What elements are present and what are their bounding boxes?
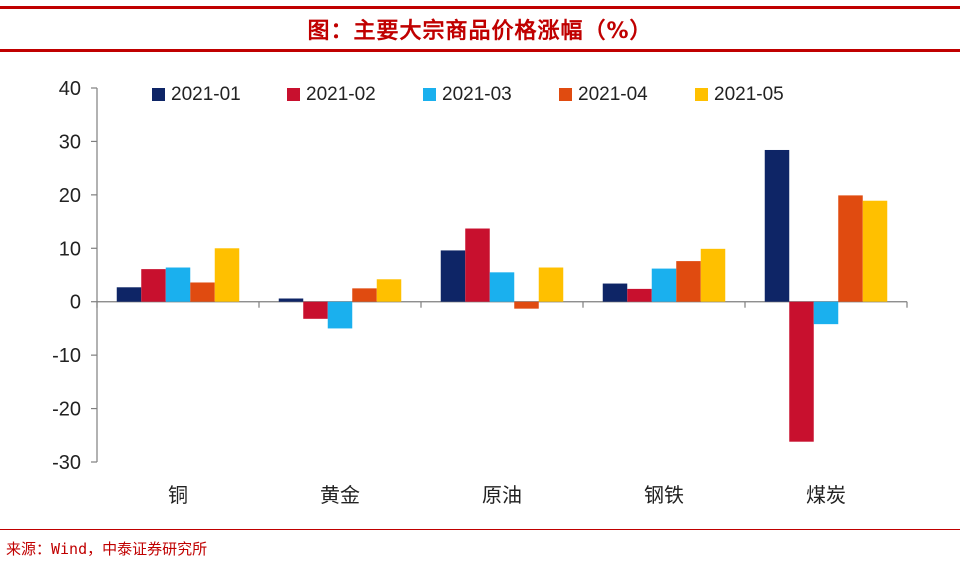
bar-2021-03-3 xyxy=(651,268,677,302)
bar-2021-04-4 xyxy=(838,195,863,302)
bar-2021-05-4 xyxy=(862,200,888,302)
y-tick-label: 30 xyxy=(59,131,81,153)
legend-swatch xyxy=(287,88,300,101)
y-tick-label: 0 xyxy=(70,292,81,314)
bar-2021-01-0 xyxy=(116,287,142,302)
bar-2021-04-2 xyxy=(514,301,539,309)
bar-2021-02-2 xyxy=(465,228,490,302)
source-note: 来源：Wind，中泰证券研究所 xyxy=(6,540,208,558)
y-tick-label: -30 xyxy=(52,452,81,474)
legend-swatch xyxy=(423,88,436,101)
bar-2021-03-4 xyxy=(813,301,839,325)
bar-2021-04-1 xyxy=(352,288,377,302)
category-label: 铜 xyxy=(168,483,188,507)
legend-swatch xyxy=(152,88,165,101)
bar-2021-03-0 xyxy=(165,267,191,302)
bar-2021-02-4 xyxy=(789,301,814,442)
category-label: 原油 xyxy=(482,483,522,507)
y-tick-label: -10 xyxy=(52,345,81,367)
bar-2021-04-0 xyxy=(190,282,215,302)
y-tick-label: -20 xyxy=(52,399,81,421)
bar-2021-05-3 xyxy=(700,248,726,302)
legend-label: 2021-01 xyxy=(171,84,241,105)
source-divider xyxy=(0,529,960,530)
title-bar: 图：主要大宗商品价格涨幅（%） xyxy=(0,6,960,52)
bar-2021-01-1 xyxy=(278,298,304,302)
category-label: 煤炭 xyxy=(806,483,846,507)
legend-label: 2021-03 xyxy=(442,84,512,105)
bar-2021-01-4 xyxy=(764,149,790,302)
bar-2021-01-2 xyxy=(440,250,466,302)
bar-2021-02-0 xyxy=(141,269,166,302)
category-label: 黄金 xyxy=(320,483,360,507)
bar-2021-02-3 xyxy=(627,288,652,302)
y-tick-label: 40 xyxy=(59,78,81,100)
bar-2021-05-1 xyxy=(376,279,402,302)
chart-title: 图：主要大宗商品价格涨幅（%） xyxy=(307,19,653,44)
legend-label: 2021-02 xyxy=(306,84,376,105)
bar-2021-03-2 xyxy=(489,272,515,302)
bar-2021-05-0 xyxy=(214,248,240,302)
category-label: 钢铁 xyxy=(644,483,684,507)
chart-area: 40 30 20 10 0 -10 -20 -30 铜 黄金 原油 钢铁 煤炭 2021-01 2021-0… xyxy=(52,78,908,507)
y-tick-label: 10 xyxy=(59,238,81,260)
legend-label: 2021-05 xyxy=(714,84,784,105)
bar-2021-05-2 xyxy=(538,267,564,302)
bar-2021-02-1 xyxy=(303,301,328,319)
legend-swatch xyxy=(559,88,572,101)
bar-2021-03-1 xyxy=(327,301,353,329)
legend-label: 2021-04 xyxy=(578,84,648,105)
legend-swatch xyxy=(695,88,708,101)
y-tick-label: 20 xyxy=(59,185,81,207)
bar-2021-04-3 xyxy=(676,261,701,302)
bar-2021-01-3 xyxy=(602,283,628,302)
